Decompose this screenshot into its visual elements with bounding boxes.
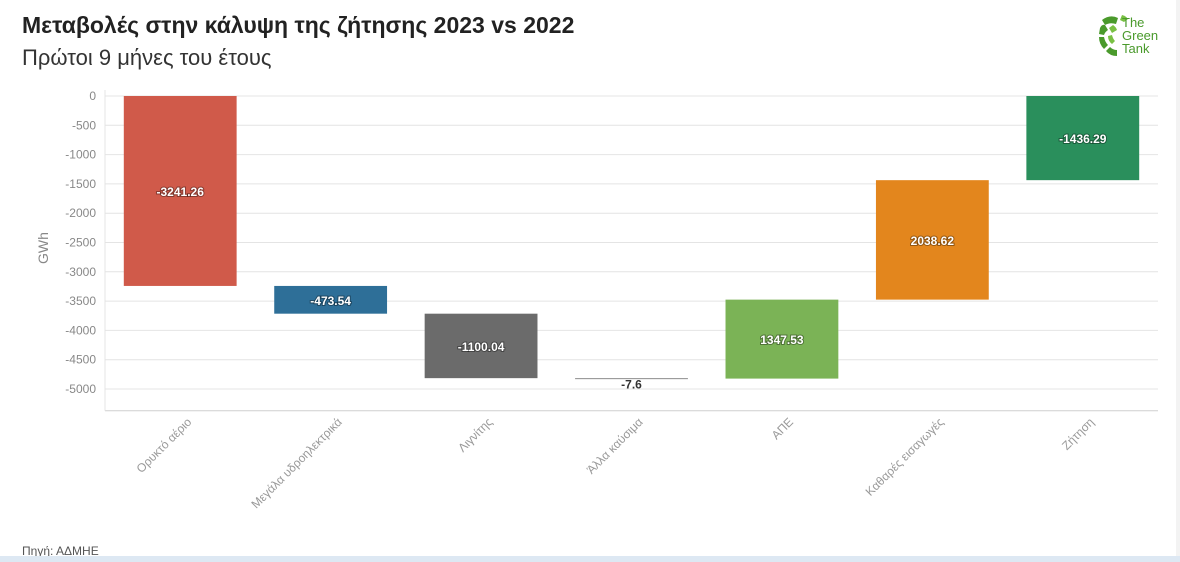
data-label: -3241.26 bbox=[157, 185, 205, 199]
logo-text: The Green Tank bbox=[1122, 16, 1158, 55]
bar bbox=[274, 285, 388, 314]
y-tick-label: -500 bbox=[72, 118, 96, 132]
data-label: 2038.62 bbox=[911, 234, 955, 248]
logo-line-1: The bbox=[1122, 15, 1145, 30]
x-tick-label: Μεγάλα υδροηλεκτρικά bbox=[248, 415, 344, 511]
y-tick-label: -5000 bbox=[65, 382, 96, 396]
data-label: -1436.29 bbox=[1059, 132, 1107, 146]
data-label: -1100.04 bbox=[458, 340, 505, 354]
y-tick-label: 0 bbox=[89, 89, 96, 103]
x-tick-label: Λιγνίτης bbox=[455, 415, 495, 455]
bar bbox=[424, 313, 538, 379]
y-tick-label: -3000 bbox=[65, 265, 96, 279]
logo-line-3: Tank bbox=[1122, 41, 1150, 56]
x-tick-label: Ορυκτό αέριο bbox=[134, 415, 195, 476]
y-axis-label: GWh bbox=[35, 232, 51, 264]
data-label: -7.6 bbox=[621, 378, 642, 392]
bar bbox=[575, 378, 688, 380]
chart-subtitle: Πρώτοι 9 μήνες του έτους bbox=[22, 45, 272, 70]
y-tick-label: -3500 bbox=[65, 294, 96, 308]
bar bbox=[123, 96, 237, 286]
y-tick-label: -2500 bbox=[65, 236, 96, 250]
y-tick-label: -2000 bbox=[65, 206, 96, 220]
x-tick-label: Ζήτηση bbox=[1059, 415, 1097, 453]
grid-lines bbox=[105, 95, 1158, 390]
green-leaf-logo-icon bbox=[1099, 15, 1128, 56]
waterfall-chart: -3241.26 -473.54 -1100.04 -7.6 1347.53 2038.6… bbox=[35, 89, 1158, 511]
bars bbox=[123, 96, 1140, 380]
source-note: Πηγή: ΑΔΜΗΕ bbox=[22, 544, 99, 558]
bar bbox=[875, 180, 989, 300]
data-label: 1347.53 bbox=[760, 333, 804, 347]
data-label: -473.54 bbox=[310, 294, 351, 308]
x-tick-label: ΑΠΕ bbox=[769, 415, 796, 442]
right-edge bbox=[1176, 0, 1180, 556]
bar bbox=[725, 299, 839, 379]
y-tick-label: -4500 bbox=[65, 353, 96, 367]
y-tick-label: -1500 bbox=[65, 177, 96, 191]
y-tick-label: -4000 bbox=[65, 323, 96, 337]
bottom-scroll-bar bbox=[0, 556, 1180, 562]
bar bbox=[1026, 96, 1140, 181]
logo-line-2: Green bbox=[1122, 28, 1159, 43]
x-tick-label: Καθαρές εισαγωγές bbox=[863, 415, 947, 499]
y-tick-label: -1000 bbox=[65, 148, 96, 162]
chart-title: Μεταβολές στην κάλυψη της ζήτησης 2023 v… bbox=[22, 12, 575, 38]
x-tick-label: Άλλα καύσιμα bbox=[584, 415, 646, 477]
data-labels: -3241.26 -473.54 -1100.04 -7.6 1347.53 2038.6… bbox=[156, 131, 1108, 392]
